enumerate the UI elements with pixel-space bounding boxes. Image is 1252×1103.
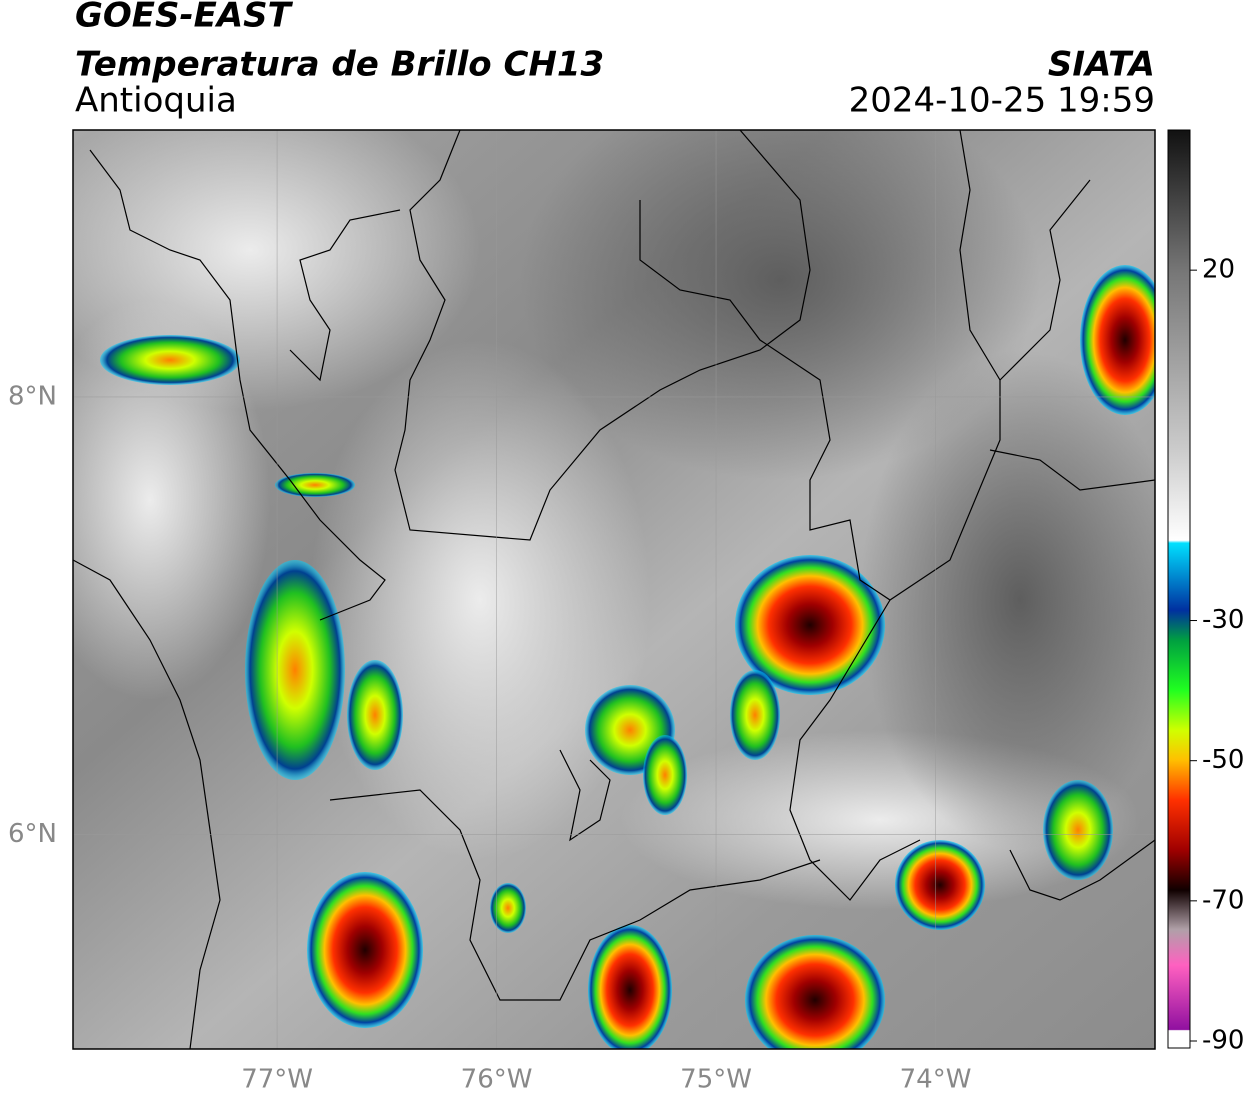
lon-tick-label: 77°W bbox=[241, 1065, 313, 1095]
source: SIATA bbox=[1048, 45, 1155, 85]
product: GOES-EAST bbox=[75, 0, 294, 36]
lon-tick-label: 75°W bbox=[680, 1065, 752, 1095]
colorbar-tick-label: -30 bbox=[1202, 605, 1244, 635]
colorbar-tick-label: -50 bbox=[1202, 745, 1244, 775]
colorbar-tick-label: 20 bbox=[1202, 255, 1235, 285]
colorbar bbox=[1167, 129, 1191, 1049]
map-frame bbox=[72, 129, 1156, 1050]
lat-tick-label: 8°N bbox=[8, 381, 57, 411]
lon-tick-label: 74°W bbox=[900, 1065, 972, 1095]
colorbar-tick-label: -90 bbox=[1202, 1025, 1244, 1055]
satellite-image bbox=[73, 130, 1155, 1049]
lat-tick-label: 6°N bbox=[8, 819, 57, 849]
title: Temperatura de Brillo CH13 bbox=[75, 45, 604, 85]
region: Antioquia bbox=[75, 81, 237, 121]
lon-tick-label: 76°W bbox=[461, 1065, 533, 1095]
colorbar-tick-label: -70 bbox=[1202, 885, 1244, 915]
datetime: 2024-10-25 19:59 bbox=[849, 81, 1155, 121]
